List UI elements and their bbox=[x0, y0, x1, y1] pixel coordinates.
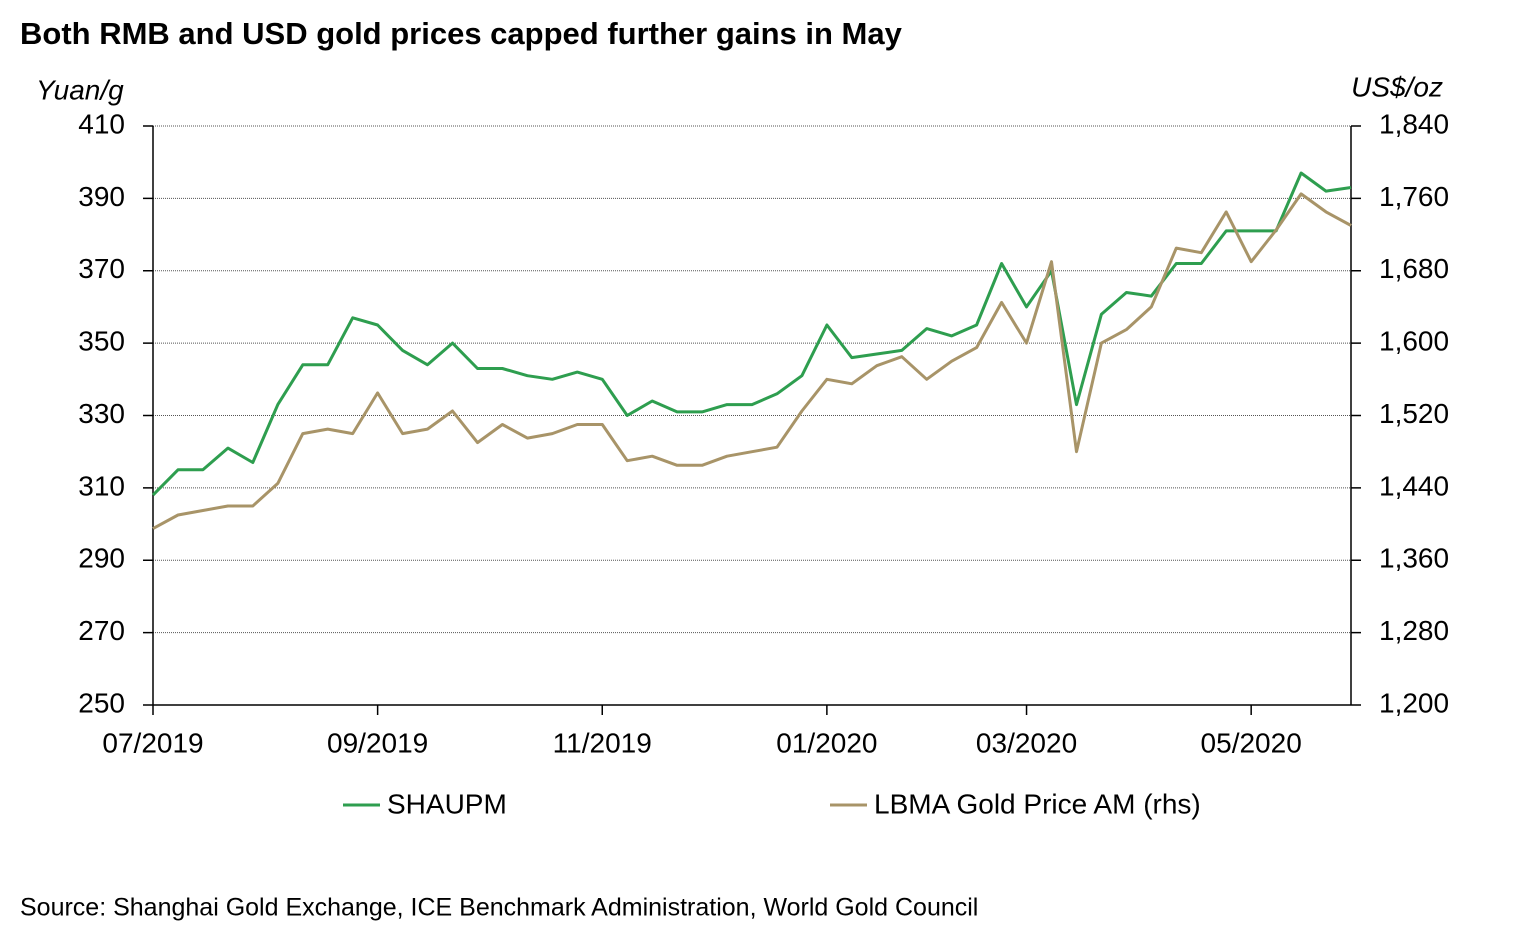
x-tick-label: 07/2019 bbox=[102, 727, 203, 758]
y2-tick-label: 1,360 bbox=[1379, 543, 1449, 574]
series-line bbox=[151, 171, 1352, 497]
x-tick-label: 05/2020 bbox=[1201, 727, 1302, 758]
y-tick-label: 390 bbox=[78, 181, 125, 212]
legend-label: LBMA Gold Price AM (rhs) bbox=[874, 788, 1201, 819]
x-tick-label: 03/2020 bbox=[976, 727, 1077, 758]
y-tick-label: 370 bbox=[78, 253, 125, 284]
x-tick-label: 11/2019 bbox=[553, 727, 652, 758]
y2-tick-label: 1,760 bbox=[1379, 181, 1449, 212]
y-tick-label: 310 bbox=[78, 470, 125, 501]
y2-tick-label: 1,200 bbox=[1379, 687, 1449, 718]
y-tick-label: 290 bbox=[78, 543, 125, 574]
x-tick-label: 09/2019 bbox=[327, 727, 428, 758]
y2-tick-label: 1,280 bbox=[1379, 615, 1449, 646]
y-axis-label: Yuan/g bbox=[36, 74, 124, 105]
y2-tick-label: 1,680 bbox=[1379, 253, 1449, 284]
legend-label: SHAUPM bbox=[387, 788, 507, 819]
y2-tick-label: 1,840 bbox=[1379, 108, 1449, 139]
y2-tick-label: 1,440 bbox=[1379, 470, 1449, 501]
source-note: Source: Shanghai Gold Exchange, ICE Benc… bbox=[20, 894, 978, 922]
x-tick-label: 01/2020 bbox=[776, 727, 877, 758]
chart-title: Both RMB and USD gold prices capped furt… bbox=[20, 16, 903, 51]
y2-axis-label: US$/oz bbox=[1351, 71, 1443, 102]
y-tick-label: 330 bbox=[78, 398, 125, 429]
series-line bbox=[152, 192, 1352, 530]
y2-tick-label: 1,600 bbox=[1379, 326, 1449, 357]
y-tick-label: 410 bbox=[78, 108, 125, 139]
y-tick-label: 270 bbox=[78, 615, 125, 646]
y-tick-label: 350 bbox=[78, 326, 125, 357]
y2-tick-label: 1,520 bbox=[1379, 398, 1449, 429]
y-tick-label: 250 bbox=[78, 687, 125, 718]
